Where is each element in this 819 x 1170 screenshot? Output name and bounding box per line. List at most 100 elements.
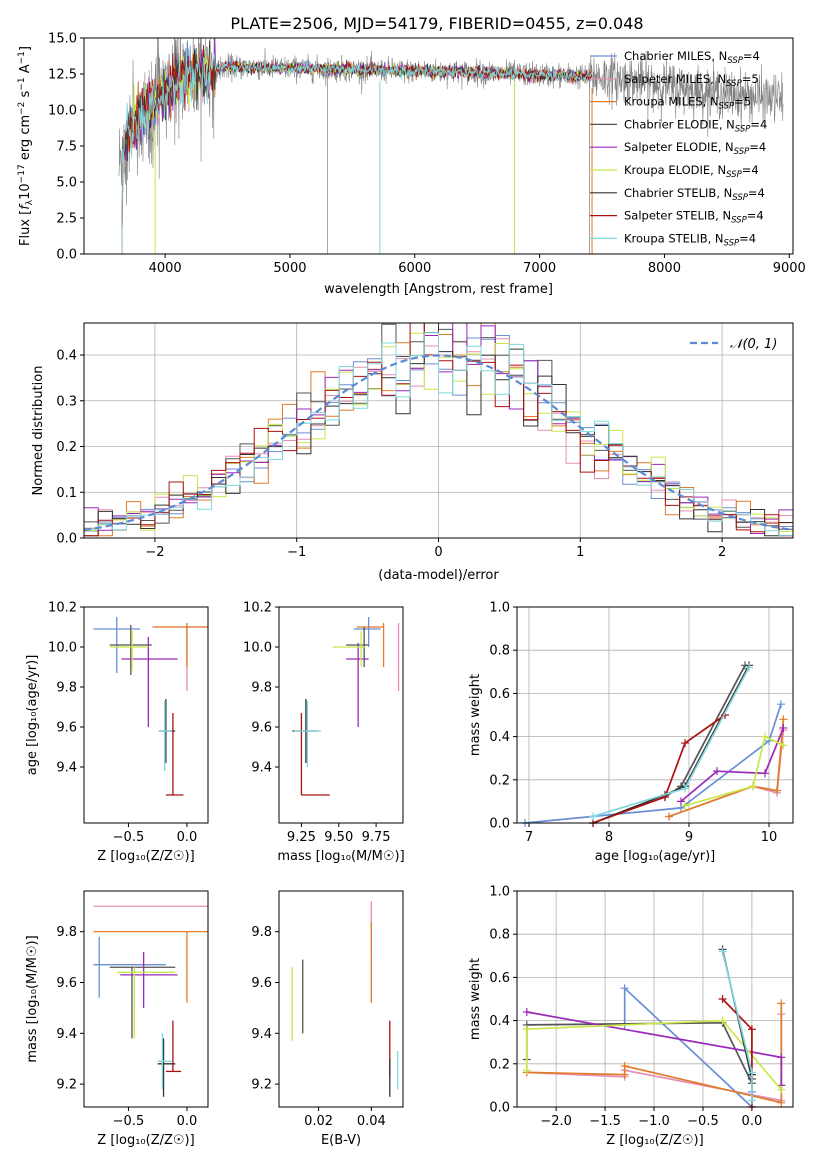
marker-krou_miles <box>620 1070 629 1079</box>
legend-label-chab_miles: Chabrier MILES, NSSP=4 <box>624 49 760 66</box>
x-axis-label: (data-model)/error <box>378 568 499 583</box>
legend-sub: SSP <box>719 102 735 112</box>
legend-value: =4 <box>739 231 756 245</box>
legend-label-salp_stelib: Salpeter STELIB, NSSP=4 <box>624 209 764 226</box>
marker-chab_miles <box>620 984 629 993</box>
y-tick-label: 9.8 <box>251 925 272 940</box>
series-chab_elodie <box>664 664 746 798</box>
y-label-part: 10 <box>18 183 33 200</box>
legend-value: =4 <box>749 140 766 154</box>
x-tick-label: 4000 <box>149 261 182 276</box>
axes-frame <box>83 606 209 824</box>
weight_vs_age-panel: 7 8 9 10 0.0 0.2 0.4 0.6 0.8 1.0 age [log₁₀(age/yr… <box>468 601 794 864</box>
gaussian-curve <box>84 354 791 532</box>
y-tick-label: 0.0 <box>489 817 510 832</box>
marker-salp_stelib <box>747 1025 756 1034</box>
x-tick-label: 7 <box>525 830 533 845</box>
residuals-panel: −2 −1 0 1 2 0.0 0.1 0.2 0.3 0.4 (data-model)/error… <box>31 322 794 583</box>
x-tick-label: 2 <box>718 545 726 560</box>
y-label-part: A <box>18 64 33 77</box>
y-tick-label: 0.0 <box>56 532 77 547</box>
weight_vs_Z-panel: −2.0 −1.5 −1.0 −0.5 0.0 0.0 0.2 0.4 0.6 0.8 1.0 Z [… <box>468 885 794 1148</box>
y-axis-label: mass weight <box>468 674 483 756</box>
marker-krou_elodie <box>777 1085 786 1094</box>
axes-frame <box>278 890 404 1108</box>
histogram-krou_miles <box>84 323 793 537</box>
legend-label-chab_stelib: Chabrier STELIB, NSSP=4 <box>624 186 765 203</box>
y-label-part: −17 <box>17 164 27 183</box>
series-krou_elodie <box>684 735 784 807</box>
y-tick-label: 0.2 <box>489 773 510 788</box>
x-tick-label: 7000 <box>523 261 556 276</box>
weight_vs_Z-plot <box>522 945 786 1111</box>
legend-text: Chabrier STELIB, N <box>624 186 732 200</box>
marker-krou_miles <box>777 999 786 1008</box>
y-tick-label: 9.2 <box>56 1078 77 1093</box>
marker-chab_miles <box>777 700 785 709</box>
x-tick-label: −1.5 <box>589 1114 621 1129</box>
x-tick-label: −0.5 <box>113 1114 145 1129</box>
y-tick-label: 1.0 <box>489 601 510 616</box>
x-tick-label: 9 <box>685 830 693 845</box>
legend-sub: SSP <box>734 147 750 157</box>
y-label-part: erg cm <box>18 115 33 164</box>
legend-label-krou_elodie: Kroupa ELODIE, NSSP=4 <box>624 163 759 180</box>
marker-salp_elodie <box>522 1007 531 1016</box>
legend-text: Salpeter ELODIE, N <box>624 140 734 154</box>
y-tick-label: 9.4 <box>251 1027 272 1042</box>
mass_vs_ebv-plot <box>291 901 399 1097</box>
y-tick-label: 9.4 <box>251 761 272 776</box>
y-tick-label: 9.4 <box>56 761 77 776</box>
x-tick-label: −1 <box>287 545 306 560</box>
legend-text: Salpeter MILES, N <box>624 72 726 86</box>
age_vs_mass-plot <box>292 617 400 796</box>
series-salp_elodie <box>680 727 785 803</box>
marker-krou_elodie <box>779 741 788 750</box>
marker-krou_elodie <box>761 732 769 741</box>
y-tick-label: 12.5 <box>48 68 77 83</box>
x-tick-label: 8000 <box>648 261 681 276</box>
legend-value: =4 <box>742 163 759 177</box>
legend-text: Chabrier MILES, N <box>624 49 727 63</box>
y-tick-label: 9.6 <box>251 721 272 736</box>
series-salp_stelib <box>592 714 726 824</box>
x-tick-label: 5000 <box>273 261 306 276</box>
legend-sub: SSP <box>726 79 742 89</box>
x-tick-label: 9000 <box>773 261 806 276</box>
y-tick-label: 0.6 <box>489 971 510 986</box>
legend-text: Kroupa ELODIE, N <box>624 163 726 177</box>
legend-sub: SSP <box>732 193 748 203</box>
y-label-part: −1 <box>17 77 27 90</box>
mass_vs_Z-panel: −0.5 0.0 9.2 9.4 9.6 9.8 Z [log₁₀(Z/Z☉)] mass [… <box>25 890 209 1148</box>
x-axis-label: age [log₁₀(age/yr)] <box>595 849 716 864</box>
x-tick-label: 9.50 <box>324 830 353 845</box>
legend-value: =4 <box>747 209 764 223</box>
spectrum-plot <box>118 38 784 254</box>
x-tick-label: 0.0 <box>742 1114 763 1129</box>
marker-krou_elodie <box>522 1066 531 1075</box>
y-tick-label: 9.4 <box>56 1027 77 1042</box>
spectrum-panel: 4000 5000 6000 7000 8000 9000 0.0 2.5 5.0 7.5 10.0… <box>17 32 806 298</box>
x-tick-label: −0.5 <box>687 1114 719 1129</box>
legend-value: =4 <box>743 49 760 63</box>
y-tick-label: 9.8 <box>251 681 272 696</box>
marker-salp_elodie <box>713 767 721 776</box>
y-tick-label: 9.6 <box>56 721 77 736</box>
y-label-part: Flux [ <box>18 210 33 246</box>
y-label-part: s <box>18 90 33 101</box>
y-tick-label: 0.0 <box>489 1101 510 1116</box>
legend-text: Kroupa MILES, N <box>624 95 719 109</box>
y-tick-label: 15.0 <box>48 32 77 47</box>
model-spectrum-krou_stelib <box>119 47 592 254</box>
y-label-part: −1 <box>17 51 27 64</box>
y-tick-label: 0.8 <box>489 644 510 659</box>
marker-salp_elodie <box>677 797 685 806</box>
legend-label-gaussian: 𝒩(0, 1) <box>730 337 777 352</box>
marker-salp_elodie <box>777 1053 786 1062</box>
y-label-part: −2 <box>17 102 27 115</box>
axes-weight_vs_Z: −2.0 −1.5 −1.0 −0.5 0.0 0.0 0.2 0.4 0.6 0.8 1.0 Z [… <box>468 885 793 1148</box>
legend-text: Kroupa STELIB, N <box>624 231 724 245</box>
y-axis-label: mass weight <box>468 958 483 1040</box>
legend-sub: SSP <box>724 238 740 248</box>
